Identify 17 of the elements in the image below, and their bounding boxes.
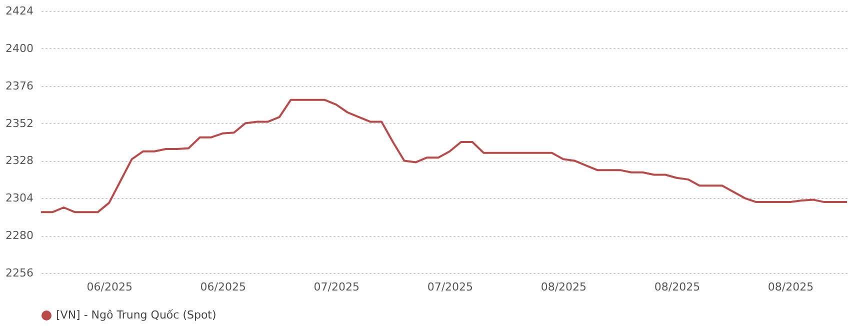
x-tick-label: 08/2025 (768, 280, 814, 294)
x-tick-label: 07/2025 (427, 280, 474, 294)
y-tick-label: 2376 (6, 79, 34, 92)
x-tick-label: 08/2025 (654, 280, 700, 294)
y-tick-label: 2328 (6, 154, 34, 168)
y-tick-label: 2304 (6, 192, 34, 205)
y-tick-label: 2256 (6, 266, 34, 280)
legend-label: [VN] - Ngô Trung Quốc (Spot) (56, 308, 216, 322)
x-tick-label: 07/2025 (314, 280, 360, 294)
y-tick-label: 2400 (6, 42, 34, 55)
x-tick-label: 08/2025 (540, 280, 587, 294)
y-tick-label: 2280 (6, 229, 34, 242)
y-tick-label: 2352 (6, 116, 34, 130)
x-tick-label: 06/2025 (86, 280, 132, 294)
line-series (40, 98, 848, 214)
y-tick-label: 2424 (6, 4, 34, 18)
x-tick-label: 06/2025 (200, 280, 246, 294)
